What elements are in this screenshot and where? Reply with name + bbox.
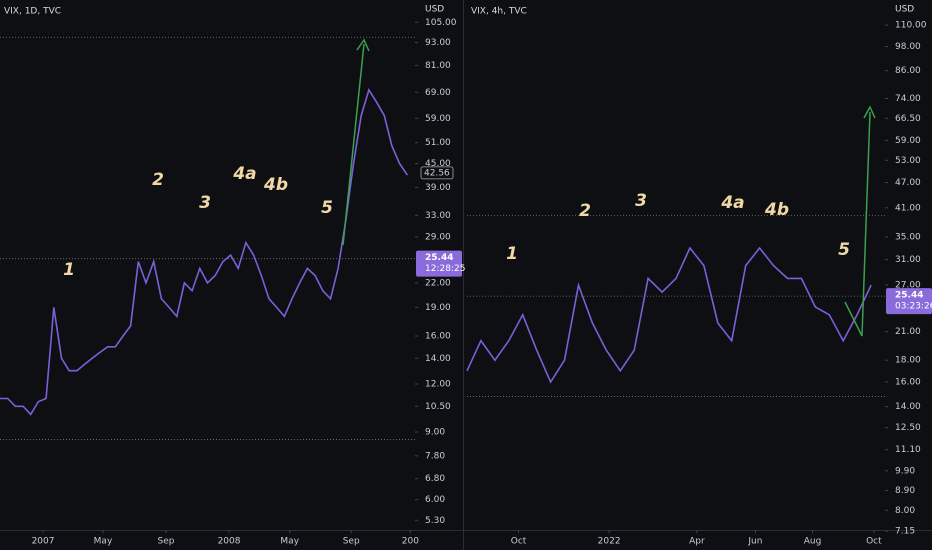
y-tick-label: 9.90	[895, 466, 915, 476]
wave-label: 2	[579, 201, 591, 221]
y-tick-label: 16.00	[425, 332, 451, 342]
y-tick-label: 53.00	[895, 156, 921, 166]
y-tick-label: 110.00	[895, 21, 927, 31]
y-tick-label: 8.00	[895, 506, 915, 516]
last-price: 25.44	[425, 253, 453, 263]
price-line	[466, 246, 872, 384]
projection-arrow	[342, 38, 370, 246]
axis-unit: USD	[425, 5, 444, 15]
y-tick-label: 74.00	[895, 94, 921, 104]
y-tick-label: 5.30	[425, 516, 445, 526]
x-tick-label: 2022	[598, 537, 621, 547]
y-tick-label: 22.00	[425, 278, 451, 288]
y-tick-label: 21.00	[895, 327, 921, 337]
wave-label: 3	[199, 193, 211, 213]
y-tick-label: 18.00	[895, 356, 921, 366]
x-tick-label: May	[94, 537, 113, 547]
y-tick-label: 93.00	[425, 38, 451, 48]
price-line	[0, 87, 408, 416]
last-price-box	[886, 288, 932, 315]
y-tick-label: 7.15	[895, 527, 915, 537]
price-marker: 42.56	[424, 168, 450, 178]
countdown: 03:23:26	[895, 302, 932, 312]
x-tick-label: 2008	[218, 537, 241, 547]
x-tick-label: Sep	[158, 537, 175, 547]
y-tick-label: 12.50	[895, 423, 921, 433]
y-tick-label: 51.00	[425, 138, 451, 148]
y-tick-label: 12.00	[425, 379, 451, 389]
y-tick-label: 14.00	[425, 354, 451, 364]
y-tick-label: 27.00	[895, 281, 921, 291]
y-tick-label: 8.90	[895, 486, 915, 496]
y-tick-label: 45.00	[425, 159, 451, 169]
last-price: 25.44	[895, 291, 923, 301]
chart-title: VIX, 1D, TVC	[4, 7, 61, 17]
countdown: 12:28:25	[425, 264, 465, 274]
y-tick-label: 6.00	[425, 495, 445, 505]
y-tick-label: 47.00	[895, 178, 921, 188]
y-tick-label: 66.50	[895, 114, 921, 124]
y-tick-label: 31.00	[895, 255, 921, 265]
projection-arrow	[844, 105, 876, 337]
y-tick-label: 14.00	[895, 402, 921, 412]
x-tick-label: 2007	[32, 537, 55, 547]
y-tick-label: 59.00	[895, 136, 921, 146]
x-tick-label: Oct	[866, 537, 882, 547]
y-tick-label: 16.00	[895, 377, 921, 387]
y-tick-label: 81.00	[425, 61, 451, 71]
wave-label: 1	[506, 244, 518, 264]
wave-label: 2	[152, 170, 164, 190]
pane-left: VIX, 1D, TVC USD105.0093.0081.0069.0059.0…	[0, 5, 465, 547]
y-tick-label: 105.00	[425, 18, 457, 28]
last-price-box	[416, 250, 462, 277]
y-tick-label: 98.00	[895, 42, 921, 52]
y-tick-label: 29.00	[425, 232, 451, 242]
x-tick-label: Jun	[747, 537, 762, 547]
wave-label: 4a	[720, 193, 744, 213]
y-tick-label: 10.50	[425, 402, 451, 412]
x-tick-label: May	[280, 537, 299, 547]
x-tick-label: Aug	[804, 537, 822, 547]
x-tick-label: Sep	[343, 537, 360, 547]
x-tick-label: Apr	[689, 537, 705, 547]
y-tick-label: 41.00	[895, 203, 921, 213]
axis-unit: USD	[895, 5, 914, 15]
wave-label: 1	[63, 260, 75, 280]
wave-label: 4b	[263, 175, 288, 195]
y-tick-label: 9.00	[425, 427, 445, 437]
y-tick-label: 19.00	[425, 303, 451, 313]
wave-label: 5	[838, 240, 850, 260]
y-tick-label: 11.10	[895, 445, 921, 455]
wave-label: 4b	[764, 200, 789, 220]
chart-title: VIX, 4h, TVC	[471, 7, 527, 17]
y-tick-label: 39.00	[425, 183, 451, 193]
y-tick-label: 59.00	[425, 114, 451, 124]
x-tick-label: Oct	[511, 537, 527, 547]
y-tick-label: 6.80	[425, 474, 445, 484]
wave-label: 3	[635, 191, 647, 211]
y-tick-label: 33.00	[425, 211, 451, 221]
wave-label: 5	[321, 198, 333, 218]
x-tick-label: 200	[402, 537, 419, 547]
pane-right: VIX, 4h, TVC USD 110.00 98.00 86.00 74.00 66.5…	[466, 5, 932, 547]
y-tick-label: 69.00	[425, 88, 451, 98]
y-tick-label: 86.00	[895, 66, 921, 76]
price-marker-box	[420, 166, 454, 180]
y-tick-label: 35.00	[895, 233, 921, 243]
y-tick-label: 7.80	[425, 451, 445, 461]
wave-label: 4a	[232, 164, 256, 184]
